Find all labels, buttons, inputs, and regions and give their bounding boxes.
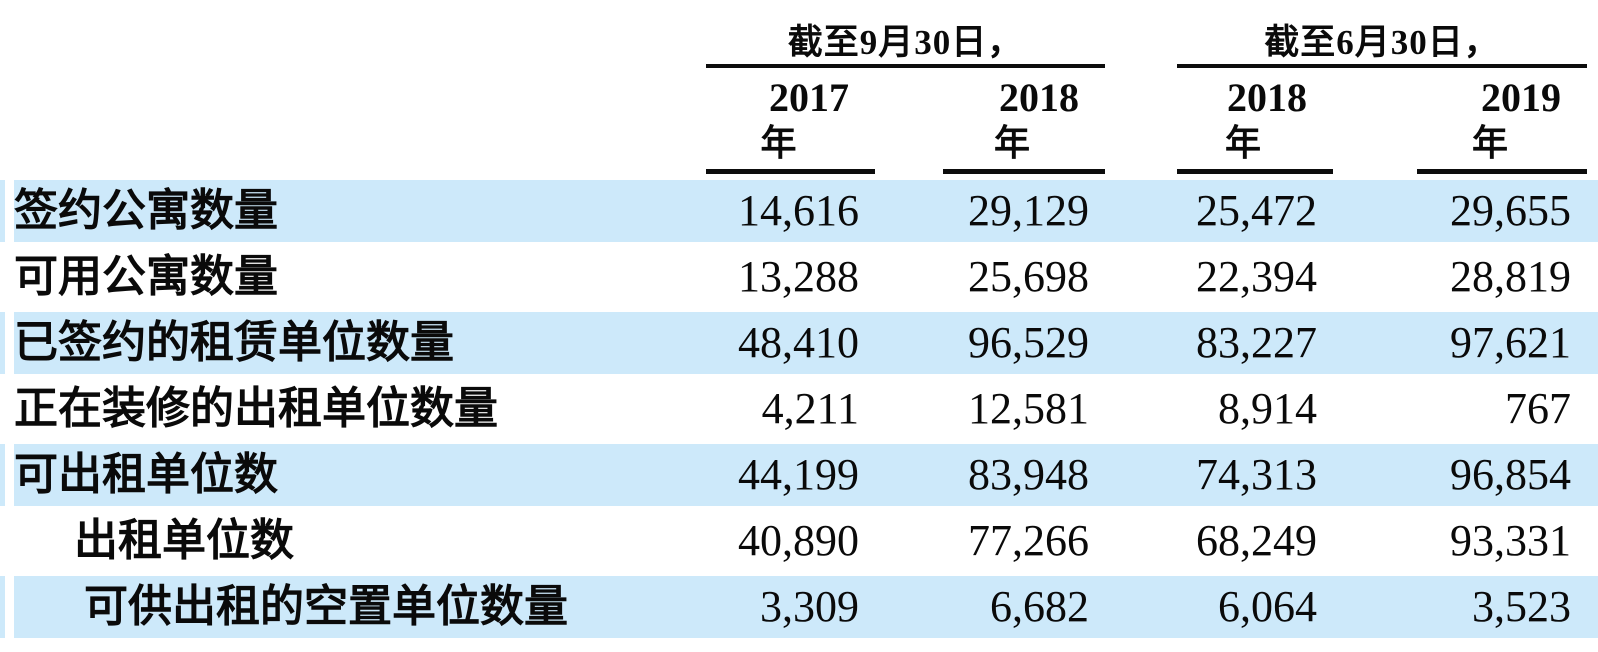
column-group-title: 截至6月30日， <box>1264 22 1500 62</box>
value-cell: 74,313 <box>1196 450 1317 499</box>
value-cell: 68,249 <box>1196 516 1317 565</box>
table-body: 签约公寓数量 14,616 29,129 25,472 29,655 可用公寓数量 13,2… <box>0 180 1598 638</box>
value-cell: 40,890 <box>738 516 859 565</box>
value-cell: 25,472 <box>1196 186 1317 235</box>
table-header-years: 2017 2018 2018 2019 <box>0 68 1598 118</box>
table-row: 可出租单位数 44,199 83,948 74,313 96,854 <box>0 444 1598 506</box>
value-cell: 6,682 <box>990 582 1089 631</box>
value-cell: 93,331 <box>1450 516 1571 565</box>
row-label: 已签约的租赁单位数量 <box>14 318 454 367</box>
value-cell: 6,064 <box>1218 582 1317 631</box>
row-label: 可用公寓数量 <box>14 252 278 301</box>
value-cell: 8,914 <box>1218 384 1317 433</box>
table-row: 正在装修的出租单位数量 4,211 12,581 8,914 767 <box>0 378 1598 440</box>
year-suffix-cell: 年 <box>1177 125 1333 174</box>
year-suffix-label: 年 <box>1224 122 1261 163</box>
table-row: 可用公寓数量 13,288 25,698 22,394 28,819 <box>0 246 1598 308</box>
year-header-2017: 2017 <box>769 75 849 120</box>
column-group-jun30: 截至6月30日， <box>1177 22 1587 68</box>
value-cell: 77,266 <box>968 516 1089 565</box>
column-group-sep30: 截至9月30日， <box>706 22 1105 68</box>
row-label: 出租单位数 <box>74 516 294 565</box>
table-row: 已签约的租赁单位数量 48,410 96,529 83,227 97,621 <box>0 312 1598 374</box>
row-label: 可出租单位数 <box>14 450 278 499</box>
table-row: 签约公寓数量 14,616 29,129 25,472 29,655 <box>0 180 1598 242</box>
column-group-title: 截至9月30日， <box>787 22 1024 62</box>
year-header-2019: 2019 <box>1481 75 1561 120</box>
year-header-2018b: 2018 <box>1227 75 1307 120</box>
row-label: 可供出租的空置单位数量 <box>84 582 568 631</box>
row-label: 签约公寓数量 <box>14 186 278 235</box>
value-cell: 3,523 <box>1472 582 1571 631</box>
value-cell: 96,529 <box>968 318 1089 367</box>
value-cell: 28,819 <box>1450 252 1571 301</box>
value-cell: 48,410 <box>738 318 859 367</box>
value-cell: 13,288 <box>738 252 859 301</box>
year-suffix-label: 年 <box>1471 122 1508 163</box>
value-cell: 83,948 <box>968 450 1089 499</box>
value-cell: 4,211 <box>761 384 859 433</box>
value-cell: 29,129 <box>968 186 1089 235</box>
table-row: 可供出租的空置单位数量 3,309 6,682 6,064 3,523 <box>0 576 1598 638</box>
value-cell: 25,698 <box>968 252 1089 301</box>
value-cell: 83,227 <box>1196 318 1317 367</box>
value-cell: 14,616 <box>738 186 859 235</box>
year-suffix-cell: 年 <box>706 125 875 174</box>
value-cell: 3,309 <box>760 582 859 631</box>
table-header-year-suffix: 年 年 年 年 <box>0 118 1598 174</box>
value-cell: 22,394 <box>1196 252 1317 301</box>
value-cell: 96,854 <box>1450 450 1571 499</box>
value-cell: 44,199 <box>738 450 859 499</box>
table-row: 出租单位数 40,890 77,266 68,249 93,331 <box>0 510 1598 572</box>
row-label: 正在装修的出租单位数量 <box>14 384 498 433</box>
year-suffix-label: 年 <box>993 122 1030 163</box>
year-suffix-cell: 年 <box>1417 125 1587 174</box>
value-cell: 29,655 <box>1450 186 1571 235</box>
year-header-2018: 2018 <box>999 75 1079 120</box>
value-cell: 767 <box>1505 384 1571 433</box>
value-cell: 12,581 <box>968 384 1089 433</box>
value-cell: 97,621 <box>1450 318 1571 367</box>
year-suffix-label: 年 <box>760 122 797 163</box>
year-suffix-cell: 年 <box>943 125 1105 174</box>
table-header-groups: 截至9月30日， 截至6月30日， <box>0 16 1598 68</box>
